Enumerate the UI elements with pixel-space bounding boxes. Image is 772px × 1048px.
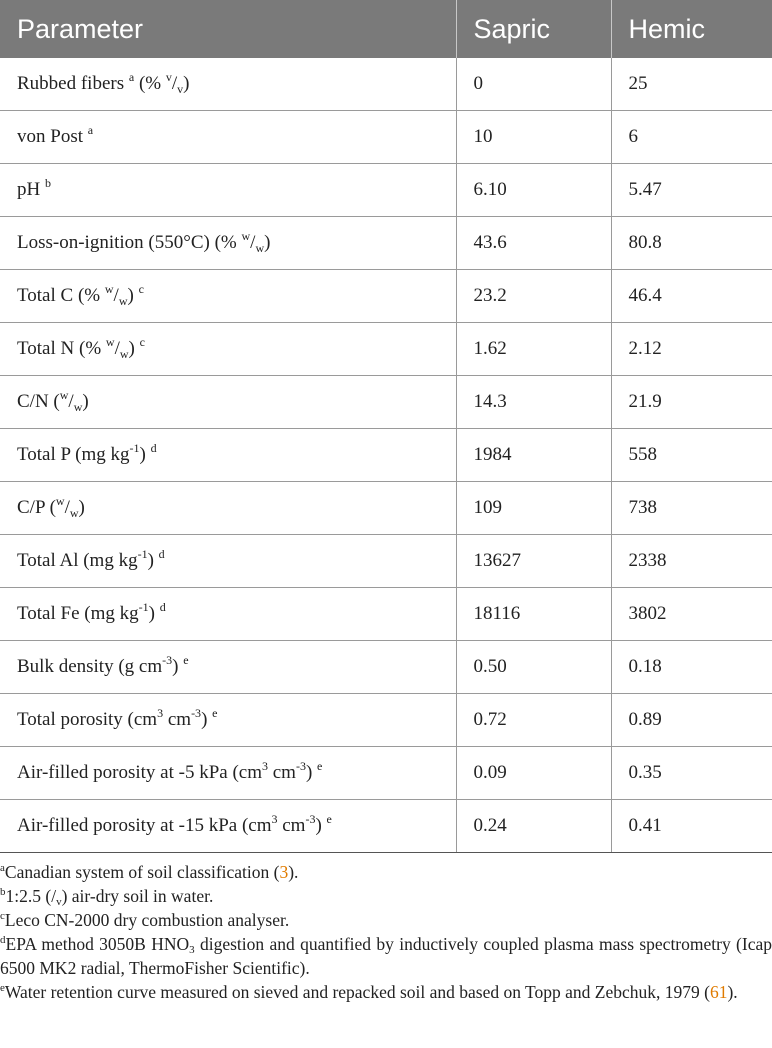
hemic-value: 0.35 [611,746,772,800]
parameter-cell: Total N (% w/w) c [0,322,457,376]
header-sapric: Sapric [456,0,612,58]
table-row: Total C (% w/w) c 23.2 46.4 [0,269,772,323]
hemic-value: 25 [611,58,772,111]
table-row: Total Al (mg kg-1) d 13627 2338 [0,534,772,588]
hemic-value: 2.12 [611,322,772,376]
table-row: C/P (w/w) 109 738 [0,481,772,535]
table-row: pH b 6.10 5.47 [0,163,772,217]
table-row: Total Fe (mg kg-1) d 18116 3802 [0,587,772,641]
reference-link[interactable]: 61 [709,982,728,1002]
sapric-value: 0 [456,58,612,111]
parameter-cell: Air-filled porosity at -5 kPa (cm3 cm-3)… [0,746,457,800]
soil-parameters-table: Parameter Sapric Hemic Rubbed fibers a (… [0,0,772,853]
reference-link[interactable]: 3 [279,862,289,882]
hemic-value: 0.89 [611,693,772,747]
parameter-cell: C/N (w/w) [0,375,457,429]
sapric-value: 0.09 [456,746,612,800]
footnote-b: b1:2.5 (/v) air-dry soil in water. [0,886,214,908]
footnote-d: dEPA method 3050B HNO3 digestion and qua… [0,934,772,978]
parameter-cell: Air-filled porosity at -15 kPa (cm3 cm-3… [0,799,457,853]
sapric-value: 10 [456,110,612,164]
header-hemic: Hemic [611,0,772,58]
sapric-value: 1.62 [456,322,612,376]
parameter-cell: pH b [0,163,457,217]
table-row: Total porosity (cm3 cm-3) e 0.72 0.89 [0,693,772,747]
footnote-e: eWater retention curve measured on sieve… [0,982,738,1002]
parameter-cell: Total P (mg kg-1) d [0,428,457,482]
table-row: C/N (w/w) 14.3 21.9 [0,375,772,429]
parameter-cell: Loss-on-ignition (550°C) (% w/w) [0,216,457,270]
hemic-value: 2338 [611,534,772,588]
table-row: Total N (% w/w) c 1.62 2.12 [0,322,772,376]
sapric-value: 0.72 [456,693,612,747]
parameter-cell: C/P (w/w) [0,481,457,535]
hemic-value: 558 [611,428,772,482]
hemic-value: 5.47 [611,163,772,217]
sapric-value: 109 [456,481,612,535]
table-row: Loss-on-ignition (550°C) (% w/w) 43.6 80… [0,216,772,270]
table-row: von Post a 10 6 [0,110,772,164]
table-row: Air-filled porosity at -5 kPa (cm3 cm-3)… [0,746,772,800]
footnote-c: cLeco CN-2000 dry combustion analyser. [0,910,290,930]
parameter-cell: Total C (% w/w) c [0,269,457,323]
parameter-cell: Total Fe (mg kg-1) d [0,587,457,641]
sapric-value: 1984 [456,428,612,482]
parameter-cell: Bulk density (g cm-3) e [0,640,457,694]
hemic-value: 3802 [611,587,772,641]
table-row: Bulk density (g cm-3) e 0.50 0.18 [0,640,772,694]
sapric-value: 13627 [456,534,612,588]
hemic-value: 80.8 [611,216,772,270]
parameter-cell: Rubbed fibers a (% v/v) [0,58,457,111]
hemic-value: 0.18 [611,640,772,694]
parameter-cell: Total porosity (cm3 cm-3) e [0,693,457,747]
table-footnotes: aCanadian system of soil classification … [0,853,772,1004]
parameter-cell: Total Al (mg kg-1) d [0,534,457,588]
sapric-value: 43.6 [456,216,612,270]
table-row: Rubbed fibers a (% v/v) 0 25 [0,58,772,111]
sapric-value: 0.24 [456,799,612,853]
sapric-value: 6.10 [456,163,612,217]
hemic-value: 0.41 [611,799,772,853]
hemic-value: 46.4 [611,269,772,323]
table-row: Air-filled porosity at -15 kPa (cm3 cm-3… [0,799,772,853]
hemic-value: 738 [611,481,772,535]
sapric-value: 23.2 [456,269,612,323]
table-row: Total P (mg kg-1) d 1984 558 [0,428,772,482]
header-row: Parameter Sapric Hemic [0,0,772,58]
footnote-a: aCanadian system of soil classification … [0,862,299,882]
hemic-value: 21.9 [611,375,772,429]
sapric-value: 18116 [456,587,612,641]
hemic-value: 6 [611,110,772,164]
header-parameter: Parameter [0,0,457,58]
parameter-cell: von Post a [0,110,457,164]
sapric-value: 14.3 [456,375,612,429]
sapric-value: 0.50 [456,640,612,694]
